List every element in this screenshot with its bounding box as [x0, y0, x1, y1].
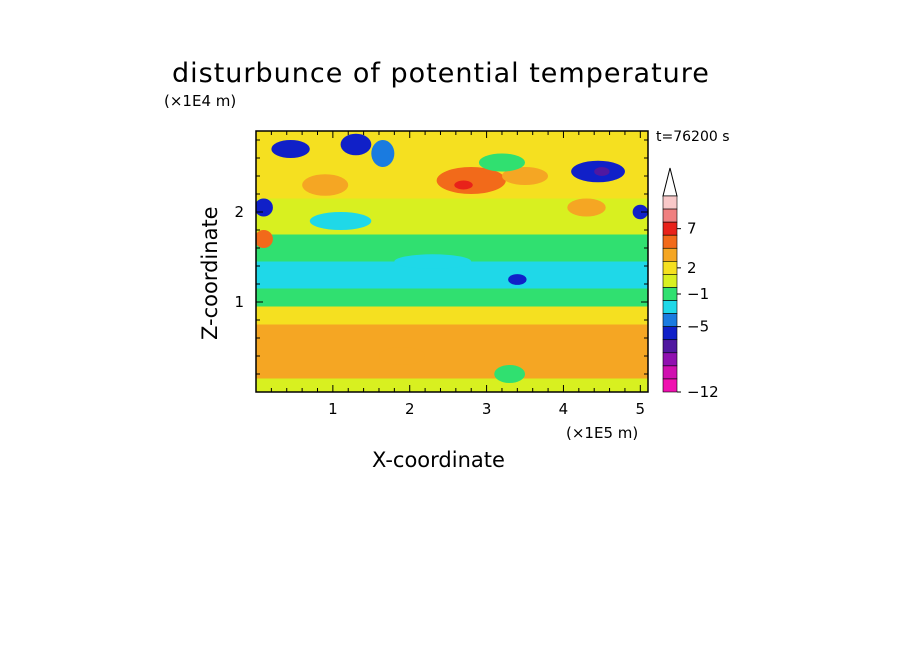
colorbar-swatch	[662, 326, 678, 341]
contour-feature	[256, 198, 273, 217]
colorbar-label: 7	[687, 220, 697, 238]
contour-feature	[371, 140, 395, 167]
colorbar-swatch	[662, 300, 678, 314]
colorbar-label: −1	[687, 285, 709, 303]
chart-title: disturbunce of potential temperature	[172, 58, 710, 89]
x-tick-label: 2	[405, 400, 415, 418]
colorbar-swatch	[662, 195, 678, 210]
contour-band	[256, 288, 648, 307]
y-tick-label: 1	[234, 293, 244, 311]
colorbar-swatch	[662, 274, 678, 288]
colorbar-swatch	[662, 221, 678, 236]
contour-feature	[378, 347, 426, 365]
colorbar-swatch	[662, 365, 678, 380]
contour-feature	[271, 140, 310, 158]
colorbar-swatch	[662, 287, 678, 301]
axes: 1 2 3 4 5 1 2	[234, 131, 648, 418]
colorbar-label: −12	[687, 383, 719, 401]
contour-feature	[478, 153, 526, 172]
contour-feature	[594, 167, 610, 176]
x-tick-label: 1	[328, 400, 338, 418]
contour-feature	[340, 133, 372, 156]
plot-frame	[255, 130, 649, 393]
contour-feature	[302, 174, 349, 196]
colorbar-label: 2	[687, 259, 697, 277]
contour-feature	[256, 230, 273, 248]
contour-band	[256, 378, 648, 392]
x-tick-label: 5	[636, 400, 646, 418]
y-axis-unit: (×1E4 m)	[164, 92, 237, 110]
x-tick-label: 3	[482, 400, 492, 418]
contour-feature	[567, 198, 606, 217]
contour-feature	[632, 204, 648, 220]
contour-band	[256, 306, 648, 325]
contour-feature	[309, 212, 372, 230]
colorbar-swatch	[662, 313, 678, 327]
y-tick-label: 2	[234, 203, 244, 221]
colorbar-extend-arrow	[662, 167, 678, 197]
colorbar-swatch	[662, 247, 678, 262]
contour-feature	[508, 274, 527, 285]
colorbar-swatch	[662, 234, 678, 249]
x-tick-label: 4	[559, 400, 569, 418]
colorbar-label: −5	[687, 318, 709, 336]
contour-feature	[454, 180, 473, 190]
x-axis-unit: (×1E5 m)	[566, 424, 639, 442]
colorbar-swatch	[662, 378, 678, 393]
contour-band	[256, 324, 648, 379]
contour-feature	[394, 254, 472, 269]
colorbar: 7 2 −1 −5 −12	[662, 167, 719, 401]
time-annotation: t=76200 s	[656, 129, 730, 145]
plot-area	[256, 131, 648, 392]
contour-feature	[494, 365, 526, 383]
contour-feature	[501, 167, 549, 185]
colorbar-swatch	[662, 261, 678, 275]
colorbar-swatch	[662, 208, 678, 223]
colorbar-swatch	[662, 352, 678, 367]
colorbar-swatch	[662, 339, 678, 354]
contour-feature	[436, 167, 506, 194]
x-axis-label: X-coordinate	[372, 448, 505, 472]
